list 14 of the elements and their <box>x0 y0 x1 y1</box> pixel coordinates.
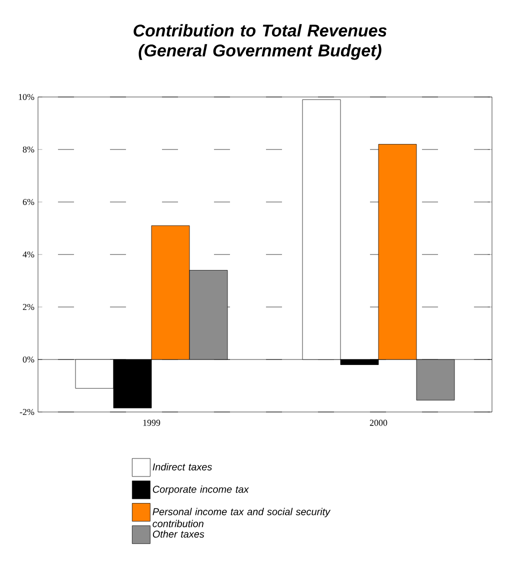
legend-label: Indirect taxes <box>152 463 212 470</box>
chart-title: Contribution to Total Revenues (General Government Budget) <box>134 24 387 60</box>
legend-label: Personal income tax and social security contribution <box>152 508 331 528</box>
y-tick-label: 8% <box>22 146 34 153</box>
y-tick-label: 6% <box>22 198 34 206</box>
legend-label: Other taxes <box>152 530 204 538</box>
y-tick-label: -2% <box>20 408 34 416</box>
y-tick-label: 10% <box>18 94 34 100</box>
y-tick-label: 4% <box>22 251 34 258</box>
y-tick-label: 2% <box>22 304 34 310</box>
x-tick-label: 2000 <box>370 420 388 426</box>
x-tick-label: 1999 <box>143 420 160 426</box>
y-tick-label: 0% <box>22 356 34 363</box>
legend-label: Corporate income tax <box>152 486 250 495</box>
